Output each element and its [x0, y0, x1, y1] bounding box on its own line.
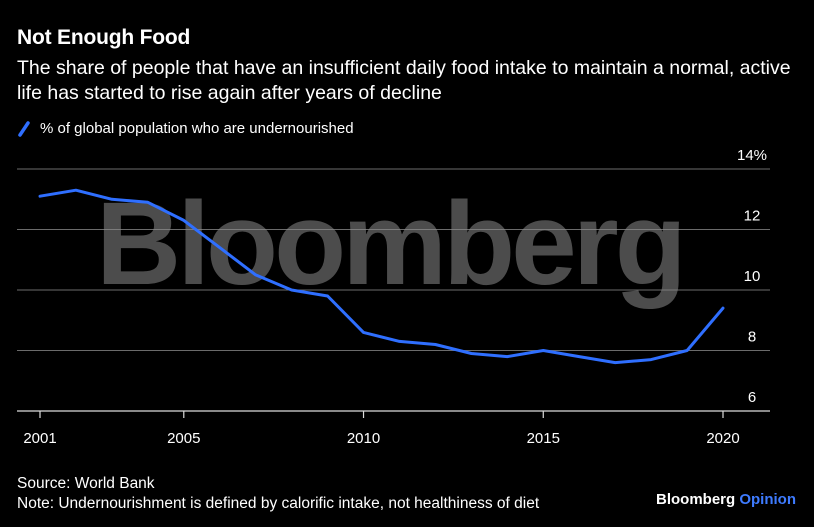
y-tick-label: 6: [748, 389, 756, 406]
y-tick-label: 12: [744, 208, 761, 225]
brand-logo: Bloomberg Opinion: [656, 491, 796, 508]
x-tick-label: 2020: [706, 430, 739, 447]
x-tick-label: 2015: [527, 430, 560, 447]
grid-lines: [17, 168, 770, 412]
chart-title: Not Enough Food: [17, 26, 191, 49]
x-axis: 2001 2005 2010 2015 2020: [23, 411, 740, 447]
x-tick-label: 2010: [347, 430, 380, 447]
brand-main: Bloomberg: [656, 491, 736, 508]
x-tick-label: 2005: [167, 430, 200, 447]
note-text: Note: Undernourishment is defined by cal…: [17, 495, 540, 512]
chart-subtitle: The share of people that have an insuffi…: [17, 57, 791, 104]
legend: % of global population who are undernour…: [17, 120, 354, 137]
y-tick-label: 10: [744, 268, 761, 285]
watermark: Bloomberg: [96, 178, 683, 310]
y-tick-label: 8: [748, 329, 756, 346]
brand-accent: Opinion: [739, 491, 796, 508]
y-axis: 6 8 10 12 14%: [737, 147, 767, 406]
y-tick-label: 14%: [737, 147, 767, 164]
x-tick-label: 2001: [23, 430, 56, 447]
legend-label: % of global population who are undernour…: [40, 120, 354, 137]
series-layer: [38, 188, 725, 365]
legend-swatch: [18, 120, 30, 137]
source-text: Source: World Bank: [17, 475, 155, 492]
series-line-undernourished: [38, 188, 725, 365]
